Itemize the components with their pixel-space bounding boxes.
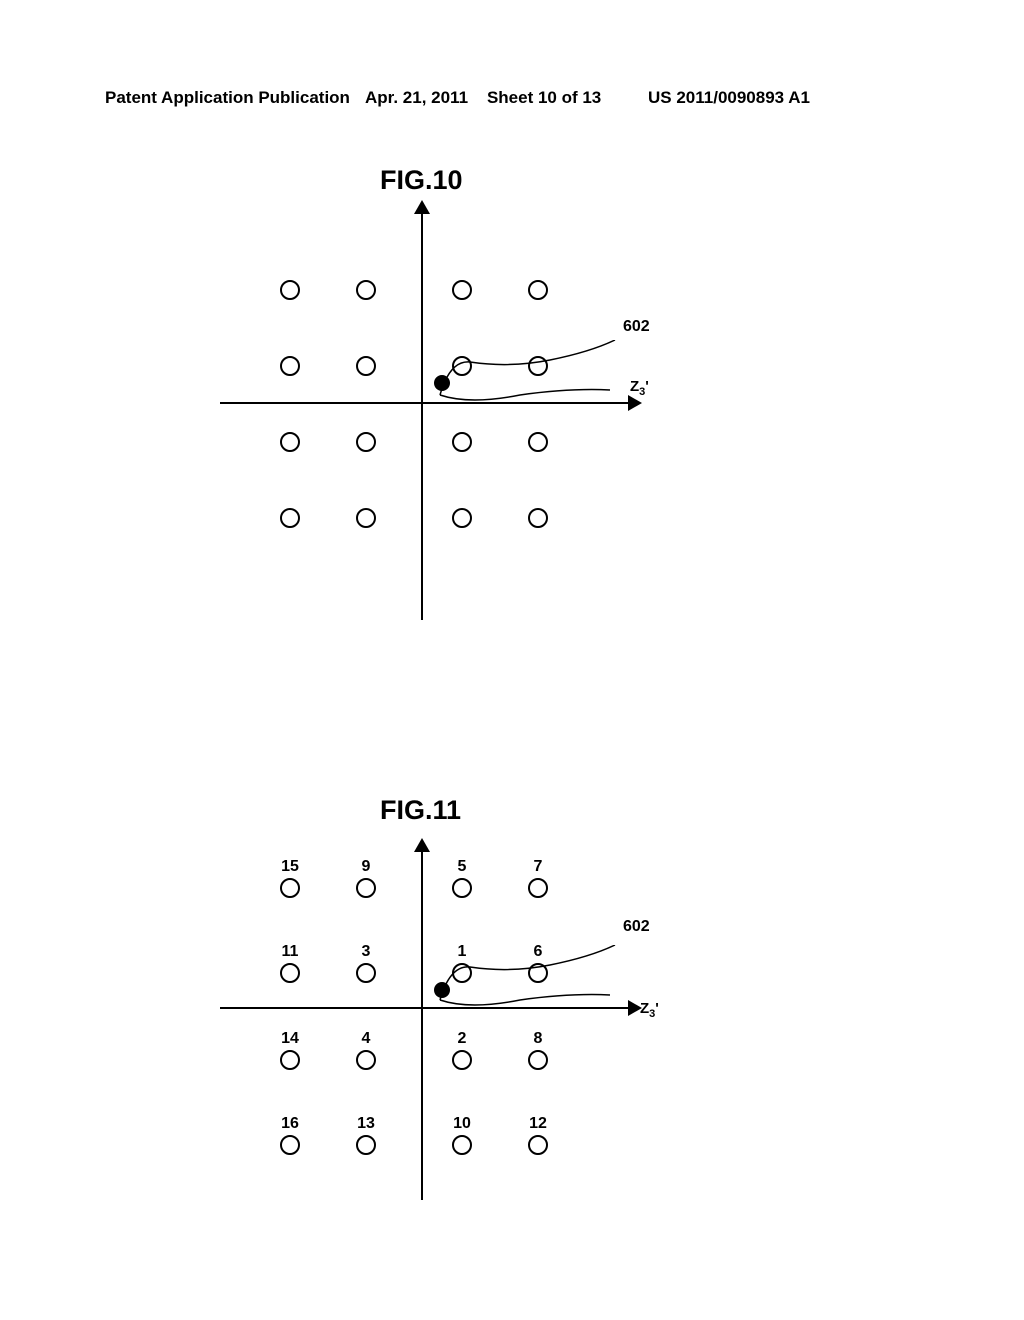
fig10-label-602: 602	[623, 318, 650, 336]
fig10-point	[528, 432, 548, 452]
fig10-point	[280, 432, 300, 452]
fig10-point	[280, 508, 300, 528]
fig11-y-arrow	[414, 838, 430, 852]
fig11-point	[452, 878, 472, 898]
fig11-point	[452, 1050, 472, 1070]
sheet-label: Sheet 10 of 13	[487, 88, 601, 107]
fig11-title: FIG.11	[380, 795, 461, 826]
fig11-point	[528, 1135, 548, 1155]
fig10-y-axis	[421, 210, 423, 620]
patent-num-label: US 2011/0090893 A1	[648, 88, 810, 108]
fig11-point	[356, 1050, 376, 1070]
date-sheet-label: Apr. 21, 2011 Sheet 10 of 13	[365, 88, 601, 108]
fig10-point	[528, 508, 548, 528]
fig10-point	[528, 280, 548, 300]
fig11-num: 9	[351, 858, 381, 876]
fig10-point	[452, 432, 472, 452]
fig11-num: 5	[447, 858, 477, 876]
fig11-num: 4	[351, 1030, 381, 1048]
fig11-curve-602	[430, 945, 650, 1015]
fig11-point	[528, 878, 548, 898]
fig11-num: 2	[447, 1030, 477, 1048]
fig11-num: 15	[275, 858, 305, 876]
fig10-y-arrow	[414, 200, 430, 214]
publication-label: Patent Application Publication	[105, 88, 350, 108]
fig10-curve-602	[430, 340, 650, 410]
fig11-point	[356, 878, 376, 898]
fig10-point	[452, 508, 472, 528]
fig11-num: 14	[275, 1030, 305, 1048]
fig11-num: 3	[351, 943, 381, 961]
fig11-num: 10	[447, 1115, 477, 1133]
fig11-point	[280, 878, 300, 898]
fig11-point	[452, 1135, 472, 1155]
fig10-point	[356, 432, 376, 452]
fig11-label-z3: Z3'	[640, 1000, 659, 1020]
fig10-title: FIG.10	[380, 165, 463, 196]
fig11-num: 13	[351, 1115, 381, 1133]
fig11-num: 8	[523, 1030, 553, 1048]
fig11-num: 11	[275, 943, 305, 961]
fig10-label-z3: Z3'	[630, 378, 649, 398]
fig11-point	[528, 1050, 548, 1070]
fig10-point	[280, 356, 300, 376]
fig11-label-602: 602	[623, 918, 650, 936]
fig11-point	[356, 1135, 376, 1155]
fig10-point	[356, 508, 376, 528]
fig11-y-axis	[421, 848, 423, 1200]
fig10-point	[356, 280, 376, 300]
fig10-point	[452, 280, 472, 300]
fig11-num: 7	[523, 858, 553, 876]
fig11-point	[280, 1135, 300, 1155]
date-label: Apr. 21, 2011	[365, 88, 468, 107]
fig11-num: 16	[275, 1115, 305, 1133]
fig11-point	[280, 963, 300, 983]
fig11-point	[356, 963, 376, 983]
fig11-num: 12	[523, 1115, 553, 1133]
fig10-point	[280, 280, 300, 300]
fig11-point	[280, 1050, 300, 1070]
fig10-point	[356, 356, 376, 376]
